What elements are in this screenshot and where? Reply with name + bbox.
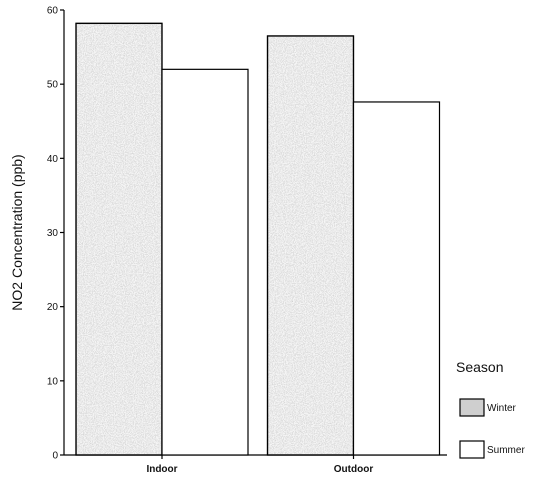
y-axis-label: NO2 Concentration (ppb) [9, 154, 25, 310]
category-labels: Indoor Outdoor [146, 455, 373, 475]
bar-summer-indoor [161, 68, 249, 456]
legend-label: Summer [487, 445, 525, 456]
y-tick-label: 60 [47, 6, 59, 17]
bar-summer-outdoor [352, 101, 441, 456]
y-tick-label: 50 [47, 80, 59, 91]
legend-title: Season [456, 359, 503, 375]
bar-texture [268, 36, 353, 454]
y-tick-label: 10 [47, 376, 59, 387]
y-ticks: 0 10 20 30 40 50 60 [47, 6, 64, 462]
legend-swatch-summer [459, 440, 485, 459]
y-tick-label: 20 [47, 302, 59, 313]
legend: Season Winter Summer [456, 359, 525, 459]
bar-texture [77, 24, 161, 454]
y-tick-label: 40 [47, 154, 59, 165]
y-tick-label: 0 [52, 451, 58, 462]
category-label: Indoor [146, 464, 177, 475]
y-tick-label: 30 [47, 228, 59, 239]
bars [75, 22, 441, 456]
category-label: Outdoor [334, 464, 374, 475]
legend-swatch-winter [459, 398, 485, 417]
legend-label: Winter [487, 403, 517, 414]
